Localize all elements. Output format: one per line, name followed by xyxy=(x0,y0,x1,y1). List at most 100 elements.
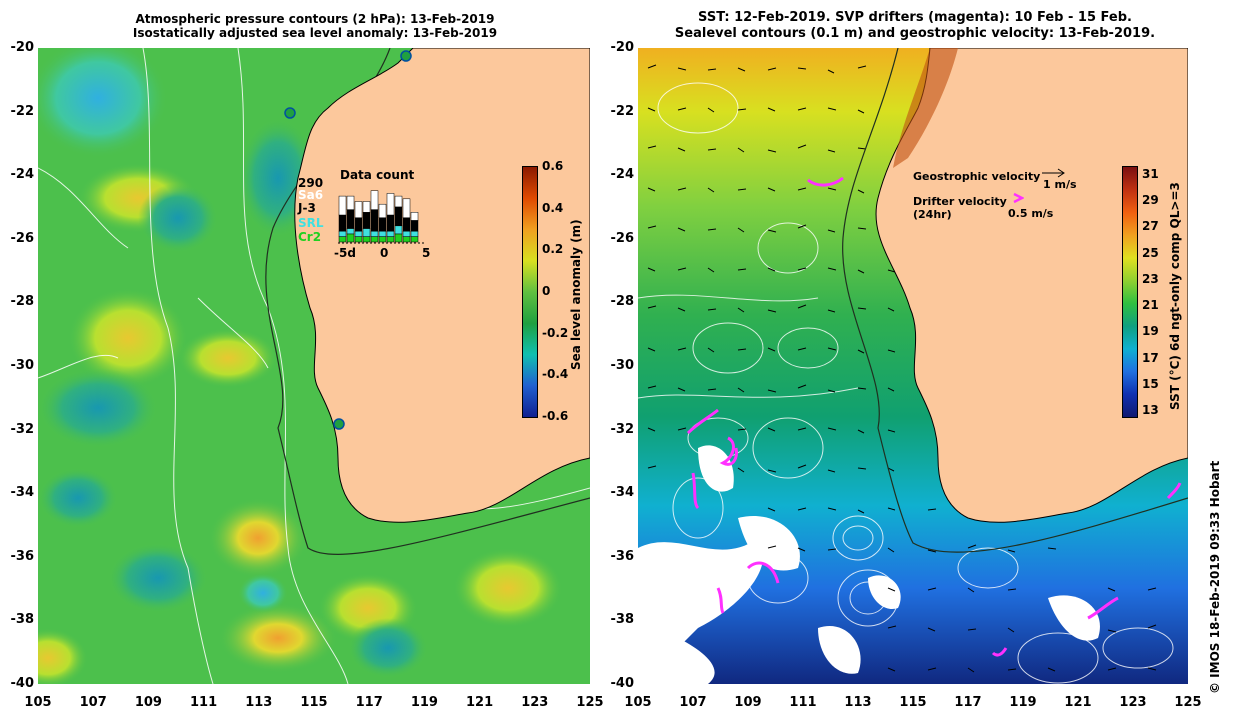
data-count-bar-segment xyxy=(378,203,387,218)
geostrophic-vectors xyxy=(647,64,1157,673)
lon-tick-label: 123 xyxy=(521,695,549,710)
lat-tick-label: -24 xyxy=(10,167,35,183)
data-count-bar-segment xyxy=(402,217,411,232)
data-count-inset: Data count 290 Sa6 J-3 SRL Cr2 -5d 0 5 xyxy=(290,168,440,264)
lat-tick-label: -28 xyxy=(610,294,635,310)
data-count-bar-segment xyxy=(394,206,403,227)
lat-tick-label: -20 xyxy=(610,40,635,55)
warm-coastal-sst xyxy=(893,48,958,168)
data-count-total: 290 xyxy=(298,176,324,190)
lat-tick-label: -40 xyxy=(10,676,35,691)
pressure-contours xyxy=(37,47,591,685)
lon-tick-label: 113 xyxy=(844,695,872,710)
data-count-tick-0: 0 xyxy=(380,246,389,260)
lon-tick-label: 117 xyxy=(355,695,383,710)
data-count-bar-segment xyxy=(346,195,355,210)
data-count-bar-segment xyxy=(346,233,355,243)
data-count-bar-segment xyxy=(386,193,395,216)
drifter-legend-sub: (24hr) xyxy=(913,208,952,221)
lat-tick-label: -22 xyxy=(10,103,35,119)
lat-tick-label: -26 xyxy=(610,230,635,246)
tide-gauge-marker xyxy=(284,107,296,119)
lon-tick-label: 121 xyxy=(1064,695,1092,710)
lat-tick-label: -32 xyxy=(10,421,35,437)
right-map-title: SST: 12-Feb-2019. SVP drifters (magenta)… xyxy=(640,10,1190,42)
data-count-bar-segment xyxy=(378,217,387,232)
sst-map-svg xyxy=(637,47,1189,684)
data-count-bar-segment xyxy=(354,201,363,218)
data-count-bars xyxy=(338,190,424,244)
data-count-bar-segment xyxy=(346,209,355,229)
data-count-bar-segment xyxy=(402,198,411,218)
bathymetry-contour xyxy=(842,47,1189,553)
geostrophic-arrow-icon xyxy=(1042,168,1065,178)
tide-gauge-marker xyxy=(333,418,345,430)
lon-tick-label: 115 xyxy=(300,695,328,710)
colorbar-tick-label: 17 xyxy=(1142,350,1159,365)
colorbar-tick-label: 13 xyxy=(1142,403,1159,417)
data-count-bar-segment xyxy=(394,233,403,243)
data-count-bar-segment xyxy=(370,209,379,232)
sea-level-colorbar-title: Sea level anomaly (m) xyxy=(569,219,583,370)
data-count-title: Data count xyxy=(340,168,415,182)
sat-label-cr2: Cr2 xyxy=(298,230,322,244)
colorbar-tick-label: 27 xyxy=(1142,219,1159,234)
lat-tick-label: -34 xyxy=(10,485,35,501)
data-count-bar-segment xyxy=(378,230,387,237)
sat-label-sa6: Sa6 xyxy=(298,188,324,202)
sea-level-colorbar xyxy=(522,166,538,418)
lat-tick-label: -30 xyxy=(610,358,635,373)
colorbar-tick-label: -0.6 xyxy=(542,409,569,423)
lon-tick-label: 125 xyxy=(1174,695,1202,710)
australia-landmass xyxy=(875,47,1189,523)
lat-tick-label: -34 xyxy=(610,485,635,501)
lat-tick-label: -36 xyxy=(10,548,35,564)
colorbar-tick-label: 0.6 xyxy=(542,159,564,173)
lat-tick-label: -20 xyxy=(10,40,35,55)
data-count-bar-segment xyxy=(402,230,411,237)
lat-tick-label: -32 xyxy=(610,421,635,437)
data-count-bar-segment xyxy=(370,236,379,243)
data-count-bar-segment xyxy=(402,236,411,243)
lon-tick-label: 123 xyxy=(1119,695,1147,710)
data-count-bar-segment xyxy=(386,236,395,243)
left-title-line2: Isostatically adjusted sea level anomaly… xyxy=(132,26,498,40)
data-count-bar-segment xyxy=(410,230,419,237)
data-count-bar-segment xyxy=(394,225,403,235)
lon-tick-label: 107 xyxy=(79,695,107,710)
drifter-tracks xyxy=(686,176,1182,657)
lat-tick-label: -36 xyxy=(610,548,635,564)
colorbar-tick-label: 0.2 xyxy=(542,242,564,257)
data-count-bar-segment xyxy=(354,230,363,237)
colorbar-tick-label: 25 xyxy=(1142,245,1159,260)
left-title-line1: Atmospheric pressure contours (2 hPa): 1… xyxy=(135,12,495,26)
sea-level-anomaly-map xyxy=(8,38,591,688)
lon-tick-label: 115 xyxy=(899,695,927,710)
lon-tick-label: 125 xyxy=(576,695,604,710)
data-count-bar-segment xyxy=(362,228,371,237)
lon-tick-label: 109 xyxy=(734,695,762,710)
lat-tick-label: -26 xyxy=(10,230,35,246)
colorbar-tick-label: -0.4 xyxy=(542,367,569,382)
sat-label-srl: SRL xyxy=(298,216,324,230)
lat-tick-label: -30 xyxy=(10,358,35,373)
data-count-bar-segment xyxy=(354,236,363,243)
sea-level-anomaly-map-svg xyxy=(8,38,591,688)
lon-tick-label: 107 xyxy=(679,695,707,710)
sealevel-contours xyxy=(637,82,1174,684)
colorbar-tick-label: 31 xyxy=(1142,167,1159,181)
lat-tick-label: -38 xyxy=(10,612,35,628)
data-count-tick-minus5: -5d xyxy=(334,246,356,260)
data-count-bar-segment xyxy=(338,195,347,216)
lat-tick-label: -38 xyxy=(610,612,635,628)
data-count-bar-segment xyxy=(386,230,395,237)
data-count-bar-segment xyxy=(410,212,419,221)
colorbar-tick-label: 19 xyxy=(1142,324,1159,339)
sat-label-j3: J-3 xyxy=(298,201,316,215)
cloud-mask xyxy=(638,445,1100,684)
lat-tick-label: -40 xyxy=(610,676,635,691)
sst-map xyxy=(637,47,1189,684)
data-count-bar-segment xyxy=(370,190,379,210)
colorbar-tick-label: 21 xyxy=(1142,298,1159,313)
lon-tick-label: 105 xyxy=(24,695,52,710)
